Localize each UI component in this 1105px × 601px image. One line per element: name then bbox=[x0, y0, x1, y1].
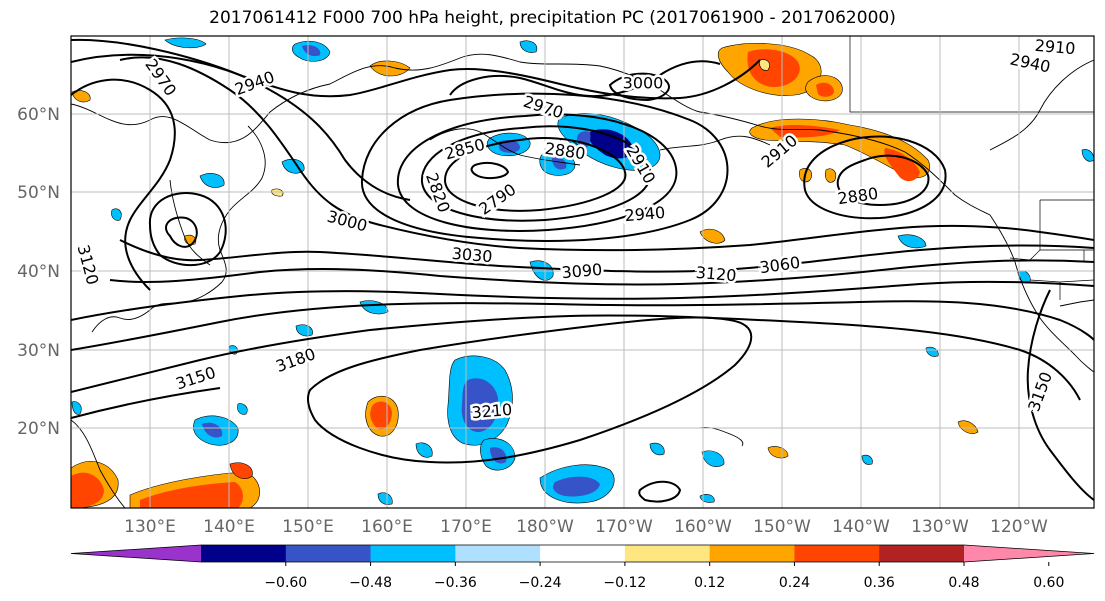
colorbar-extend-low bbox=[71, 545, 201, 562]
colorbar-tick-label: 0.36 bbox=[864, 575, 895, 591]
colorbar-swatch bbox=[540, 545, 626, 562]
contour-label: 3120 bbox=[695, 263, 737, 285]
longitude-labels: 130°E 140°E 150°E 160°E 170°E 180°W 170°… bbox=[124, 517, 1048, 537]
map-title: 2017061412 F000 700 hPa height, precipit… bbox=[209, 8, 896, 28]
contour-label: 2940 bbox=[624, 203, 666, 225]
colorbar-tick-label: −0.24 bbox=[519, 575, 562, 591]
lat-label-40n: 40°N bbox=[17, 262, 60, 282]
latitude-labels: 60°N 50°N 40°N 30°N 20°N bbox=[17, 105, 60, 439]
colorbar-tick-label: 0.24 bbox=[779, 575, 810, 591]
lon-label: 140°W bbox=[832, 517, 890, 537]
lon-label: 130°W bbox=[911, 517, 969, 537]
contour-label-halo: 3000 bbox=[623, 74, 664, 93]
lat-label-50n: 50°N bbox=[17, 183, 60, 203]
colorbar-outline bbox=[70, 544, 1095, 563]
colorbar-swatch bbox=[709, 545, 795, 562]
lat-label-20n: 20°N bbox=[17, 419, 60, 439]
contour-label: 3000 bbox=[623, 74, 664, 93]
contour-label: 3090 bbox=[561, 260, 603, 282]
colorbar-swatch bbox=[285, 545, 372, 562]
colorbar-tick-label: 0.60 bbox=[1033, 575, 1064, 591]
colorbar: −0.60 −0.48 −0.36 −0.24 −0.12 0.12 0.24 0.36 0.4… bbox=[70, 544, 1095, 591]
colorbar-swatch bbox=[794, 545, 880, 562]
colorbar-swatch bbox=[201, 545, 287, 562]
lat-label-60n: 60°N bbox=[17, 105, 60, 125]
lon-label: 160°W bbox=[674, 517, 732, 537]
colorbar-tick-label: 0.48 bbox=[948, 575, 979, 591]
lon-label: 170°W bbox=[595, 517, 653, 537]
colorbar-swatch bbox=[455, 545, 541, 562]
colorbar-swatch bbox=[370, 545, 456, 562]
lon-label: 140°E bbox=[203, 517, 255, 537]
lon-label: 130°E bbox=[124, 517, 176, 537]
lon-label: 150°E bbox=[282, 517, 334, 537]
contour-label: 3210 bbox=[471, 400, 513, 422]
lon-label: 170°E bbox=[440, 517, 492, 537]
lon-label: 160°E bbox=[361, 517, 413, 537]
colorbar-tick-label: −0.36 bbox=[434, 575, 477, 591]
lon-label: 120°W bbox=[990, 517, 1048, 537]
colorbar-extend-high bbox=[964, 545, 1094, 562]
colorbar-swatch bbox=[624, 545, 711, 562]
precip-anomaly-fills bbox=[71, 37, 1094, 508]
lon-label: 180°W bbox=[516, 517, 574, 537]
lon-label: 150°W bbox=[753, 517, 811, 537]
contour-label: 2910 bbox=[1034, 36, 1076, 58]
colorbar-tick-label: −0.12 bbox=[603, 575, 646, 591]
lat-label-30n: 30°N bbox=[17, 341, 60, 361]
colorbar-tick-label: −0.60 bbox=[264, 575, 307, 591]
colorbar-tick-label: 0.12 bbox=[694, 575, 725, 591]
contour-label: 3030 bbox=[451, 244, 493, 266]
height-contours bbox=[71, 38, 1094, 503]
colorbar-swatch bbox=[879, 545, 965, 562]
map-frame bbox=[70, 35, 1095, 509]
colorbar-tick-label: −0.48 bbox=[349, 575, 392, 591]
